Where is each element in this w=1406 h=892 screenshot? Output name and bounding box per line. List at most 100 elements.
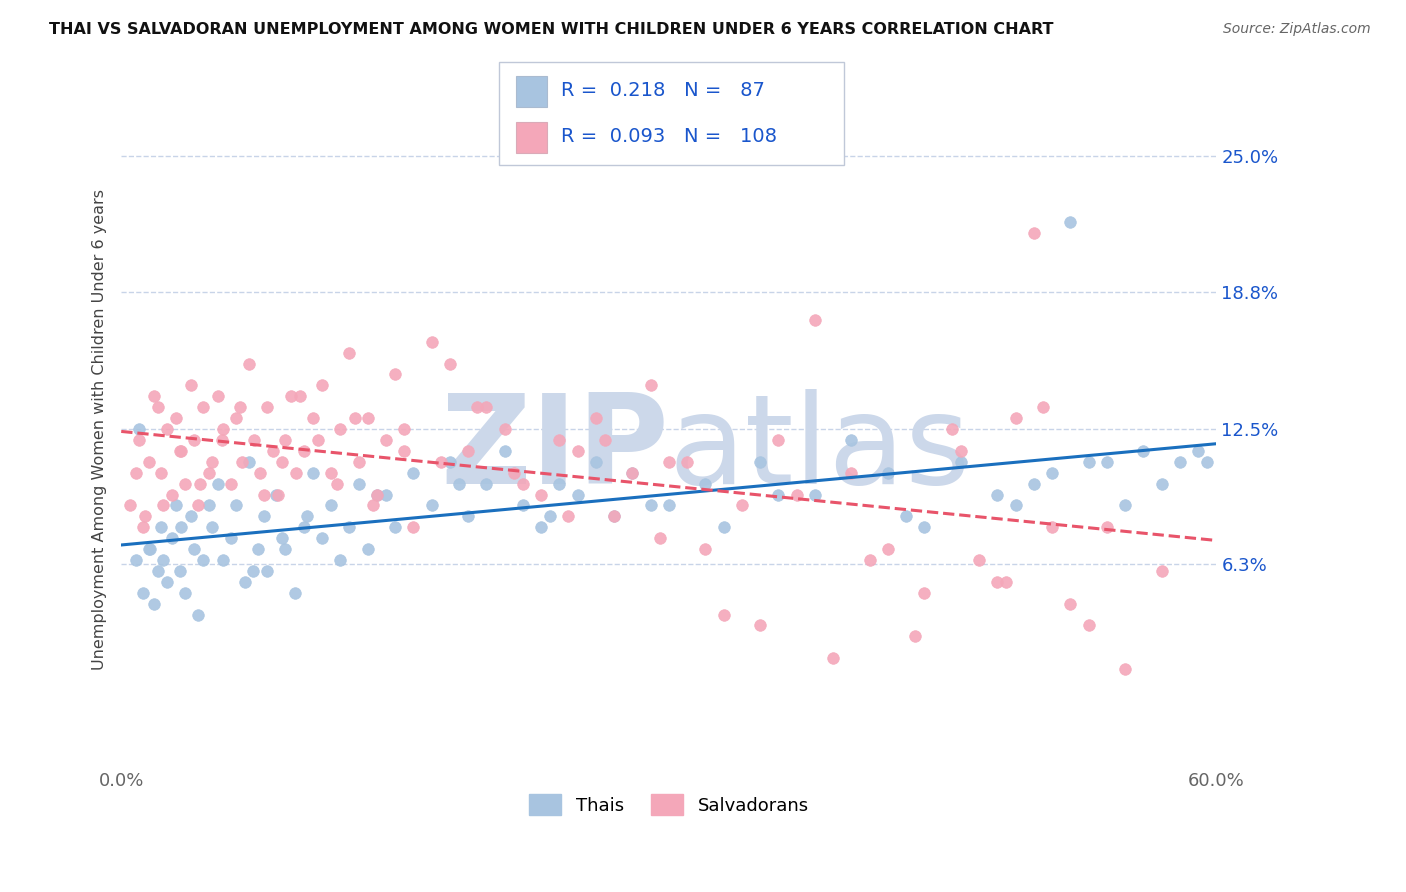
Point (457, 443, 479, 458)
Point (1022, 476, 1045, 491)
Point (439, 357, 461, 371)
Point (986, 487, 1008, 501)
Point (125, 553, 148, 567)
Point (165, 411, 187, 425)
Point (302, 411, 325, 425)
Point (447, 476, 470, 491)
Point (402, 466, 425, 480)
Text: R =  0.093   N =   108: R = 0.093 N = 108 (561, 127, 778, 145)
Point (538, 509, 561, 524)
Point (439, 455, 461, 469)
Point (247, 542, 270, 557)
Point (329, 422, 352, 436)
Point (904, 629, 927, 643)
Point (1187, 443, 1209, 458)
Point (366, 487, 388, 501)
Point (695, 476, 717, 491)
Point (749, 618, 772, 632)
Point (201, 455, 224, 469)
Point (193, 401, 215, 415)
Point (238, 455, 260, 469)
Point (193, 553, 215, 567)
Point (384, 368, 406, 382)
Point (297, 509, 319, 524)
Point (804, 487, 827, 501)
Point (143, 389, 166, 403)
Point (270, 455, 292, 469)
Point (128, 422, 150, 436)
Point (567, 487, 589, 501)
Text: ZIP: ZIP (440, 389, 669, 510)
Point (256, 401, 278, 415)
Point (1077, 618, 1099, 632)
Point (187, 499, 209, 513)
Point (162, 531, 184, 545)
Point (132, 585, 155, 599)
Point (695, 542, 717, 557)
Point (337, 520, 360, 534)
Point (219, 476, 242, 491)
Point (347, 476, 370, 491)
Point (356, 542, 378, 557)
Point (267, 487, 290, 501)
Point (174, 585, 197, 599)
Text: THAI VS SALVADORAN UNEMPLOYMENT AMONG WOMEN WITH CHILDREN UNDER 6 YEARS CORRELAT: THAI VS SALVADORAN UNEMPLOYMENT AMONG WO… (49, 22, 1053, 37)
Point (243, 433, 266, 447)
Point (1022, 226, 1045, 240)
Legend: Thais, Salvadorans: Thais, Salvadorans (522, 788, 815, 822)
Point (1059, 215, 1081, 229)
Point (1004, 411, 1026, 425)
Point (274, 433, 297, 447)
Point (949, 455, 972, 469)
Point (640, 499, 662, 513)
Point (361, 499, 384, 513)
Point (713, 520, 735, 534)
Point (1004, 499, 1026, 513)
Point (557, 509, 579, 524)
Point (621, 466, 644, 480)
Point (786, 487, 808, 501)
Point (152, 553, 174, 567)
Point (1197, 455, 1219, 469)
Point (187, 607, 209, 622)
Point (912, 520, 935, 534)
Point (1077, 455, 1099, 469)
Point (512, 499, 534, 513)
Point (530, 520, 553, 534)
Y-axis label: Unemployment Among Women with Children Under 6 years: Unemployment Among Women with Children U… (93, 188, 107, 670)
Point (266, 487, 288, 501)
Point (212, 422, 235, 436)
Point (366, 487, 388, 501)
Point (302, 466, 325, 480)
Point (548, 476, 571, 491)
Point (374, 487, 396, 501)
Point (150, 520, 173, 534)
Point (249, 466, 271, 480)
Point (713, 607, 735, 622)
Point (270, 531, 292, 545)
Point (125, 466, 148, 480)
Point (475, 401, 498, 415)
Point (512, 476, 534, 491)
Point (941, 422, 963, 436)
Point (658, 499, 681, 513)
Point (225, 411, 247, 425)
Point (170, 520, 193, 534)
Point (768, 433, 790, 447)
Point (156, 422, 179, 436)
Point (1040, 520, 1063, 534)
Point (457, 509, 479, 524)
Point (128, 433, 150, 447)
Point (174, 476, 197, 491)
Point (238, 357, 260, 371)
Point (392, 422, 415, 436)
Point (894, 509, 917, 524)
Point (138, 455, 160, 469)
Point (585, 455, 607, 469)
Point (986, 574, 1008, 589)
Point (1150, 564, 1173, 578)
Point (219, 531, 242, 545)
Point (1059, 597, 1081, 611)
Point (1040, 466, 1063, 480)
Point (134, 509, 156, 524)
